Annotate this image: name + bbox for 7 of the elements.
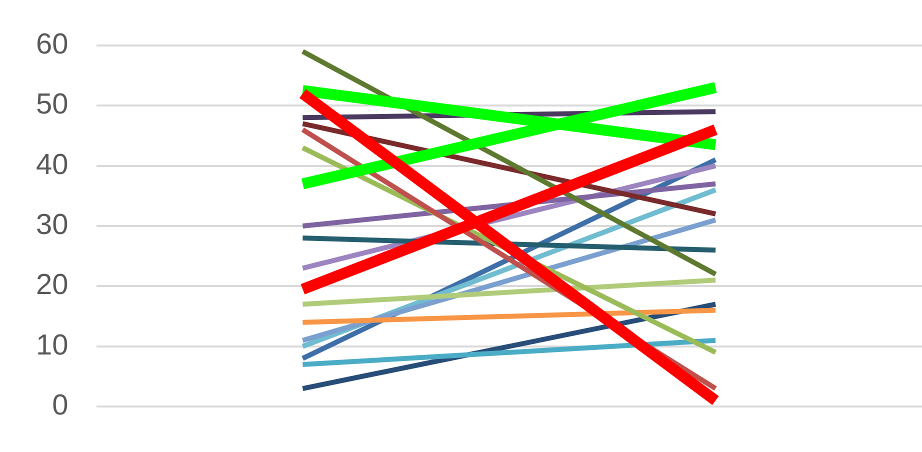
y-tick-label: 10	[36, 329, 68, 362]
y-tick-label: 30	[36, 209, 68, 241]
y-tick-label: 0	[52, 390, 68, 422]
y-tick-label: 60	[36, 28, 68, 60]
y-tick-label: 50	[36, 88, 68, 121]
y-tick-label: 20	[36, 269, 68, 302]
y-tick-label: 40	[36, 148, 68, 181]
